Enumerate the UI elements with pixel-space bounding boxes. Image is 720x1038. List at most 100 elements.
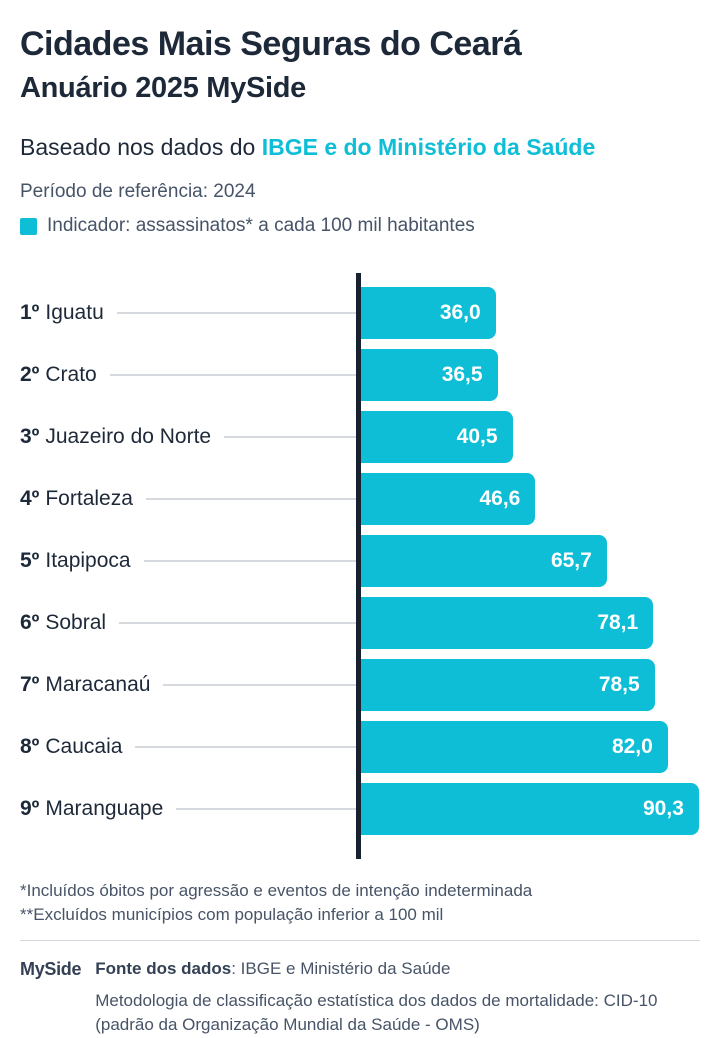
data-source-line: Fonte dos dados: IBGE e Ministério da Sa… [95, 957, 657, 981]
row-rank: 5º [20, 549, 40, 573]
row-connector-line [224, 436, 356, 439]
page-subtitle: Anuário 2025 MySide [20, 71, 307, 104]
row-label-zone: 8º Caucaia [20, 735, 356, 759]
footnote-2: **Excluídos municípios com população inf… [20, 905, 444, 925]
bar-track: 36,0 [361, 287, 700, 340]
row-rank: 8º [20, 735, 40, 759]
row-label-zone: 6º Sobral [20, 611, 356, 635]
row-city: Maracanaú [45, 673, 151, 697]
legend-label: Indicador: assassinatos* a cada 100 mil … [47, 215, 475, 237]
methodology-line-1: Metodologia de classificação estatística… [95, 991, 658, 1011]
row-label-zone: 5º Itapipoca [20, 549, 356, 573]
source-intro-highlight: IBGE e do Ministério da Saúde [261, 133, 596, 160]
row-city: Iguatu [45, 301, 104, 325]
row-connector-line [119, 622, 356, 625]
row-city: Juazeiro do Norte [45, 425, 212, 449]
bar-value-label: 40,5 [456, 425, 498, 449]
bar-value-label: 36,0 [439, 301, 481, 325]
bar: 90,3 [361, 783, 699, 836]
bar-track: 82,0 [361, 721, 700, 774]
row-rank: 9º [20, 797, 40, 821]
chart-row: 5º Itapipoca 65,7 [20, 535, 700, 588]
chart-axis [356, 273, 361, 860]
methodology-line-2: (padrão da Organização Mundial da Saúde … [95, 1015, 480, 1035]
chart-row: 8º Caucaia 82,0 [20, 721, 700, 774]
row-city: Itapipoca [45, 549, 131, 573]
row-city: Maranguape [45, 797, 164, 821]
bar: 36,0 [361, 287, 496, 340]
row-city: Caucaia [45, 735, 123, 759]
row-label-zone: 4º Fortaleza [20, 487, 356, 511]
footer-source-block: Fonte dos dados: IBGE e Ministério da Sa… [95, 957, 657, 1037]
row-rank: 2º [20, 363, 40, 387]
chart-row: 2º Crato 36,5 [20, 349, 700, 402]
reference-period: Período de referência: 2024 [20, 181, 256, 203]
row-city: Sobral [45, 611, 107, 635]
chart-row: 3º Juazeiro do Norte 40,5 [20, 411, 700, 464]
data-source-value: : IBGE e Ministério da Saúde [231, 959, 451, 979]
row-rank: 7º [20, 673, 40, 697]
bar-track: 90,3 [361, 783, 700, 836]
row-city: Crato [45, 363, 97, 387]
row-label-zone: 1º Iguatu [20, 301, 356, 325]
source-intro-prefix: Baseado nos dados do [20, 133, 262, 160]
bar-value-label: 46,6 [479, 487, 521, 511]
bar-track: 78,5 [361, 659, 700, 712]
row-label: 5º Itapipoca [20, 549, 131, 573]
bar: 78,5 [361, 659, 655, 712]
row-label: 7º Maracanaú [20, 673, 150, 697]
row-label-zone: 3º Juazeiro do Norte [20, 425, 356, 449]
bar-value-label: 65,7 [550, 549, 592, 573]
bar: 82,0 [361, 721, 668, 774]
row-label: 2º Crato [20, 363, 97, 387]
bar-chart: 1º Iguatu 36,0 2º Crato 36,5 3º Juazeiro do Nor… [20, 273, 700, 860]
row-rank: 1º [20, 301, 40, 325]
row-label: 6º Sobral [20, 611, 106, 635]
bar: 46,6 [361, 473, 536, 526]
row-label: 9º Maranguape [20, 797, 163, 821]
row-label-zone: 9º Maranguape [20, 797, 356, 821]
bar-track: 46,6 [361, 473, 700, 526]
footnote-1: *Incluídos óbitos por agressão e eventos… [20, 881, 533, 901]
row-connector-line [109, 374, 356, 377]
chart-row: 1º Iguatu 36,0 [20, 287, 700, 340]
data-source-label: Fonte dos dados [95, 959, 232, 979]
row-connector-line [145, 498, 356, 501]
row-connector-line [176, 808, 356, 811]
bar: 40,5 [361, 411, 513, 464]
row-connector-line [135, 746, 356, 749]
bar-value-label: 36,5 [441, 363, 483, 387]
chart-row: 4º Fortaleza 46,6 [20, 473, 700, 526]
footer: MySide Fonte dos dados: IBGE e Ministéri… [20, 957, 700, 1037]
chart-row: 6º Sobral 78,1 [20, 597, 700, 650]
footnotes: *Incluídos óbitos por agressão e eventos… [20, 879, 700, 927]
row-rank: 3º [20, 425, 40, 449]
bar-value-label: 82,0 [611, 735, 653, 759]
myside-logo: MySide [20, 959, 82, 980]
bar-track: 78,1 [361, 597, 700, 650]
footer-divider [20, 940, 700, 942]
row-label: 3º Juazeiro do Norte [20, 425, 211, 449]
bar-track: 65,7 [361, 535, 700, 588]
chart-rows: 1º Iguatu 36,0 2º Crato 36,5 3º Juazeiro do Nor… [20, 287, 700, 836]
row-rank: 6º [20, 611, 40, 635]
legend-swatch-icon [20, 217, 37, 235]
row-connector-line [143, 560, 356, 563]
page-title: Cidades Mais Seguras do Ceará [20, 25, 522, 63]
row-rank: 4º [20, 487, 40, 511]
chart-row: 9º Maranguape 90,3 [20, 783, 700, 836]
legend: Indicador: assassinatos* a cada 100 mil … [20, 215, 700, 237]
row-connector-line [116, 312, 356, 315]
chart-row: 7º Maracanaú 78,5 [20, 659, 700, 712]
bar: 36,5 [361, 349, 498, 402]
row-connector-line [163, 684, 356, 687]
bar-value-label: 90,3 [643, 797, 684, 821]
row-city: Fortaleza [45, 487, 133, 511]
row-label-zone: 2º Crato [20, 363, 356, 387]
bar-value-label: 78,1 [597, 611, 639, 635]
row-label-zone: 7º Maracanaú [20, 673, 356, 697]
row-label: 8º Caucaia [20, 735, 122, 759]
row-label: 1º Iguatu [20, 301, 104, 325]
bar-value-label: 78,5 [598, 673, 640, 697]
